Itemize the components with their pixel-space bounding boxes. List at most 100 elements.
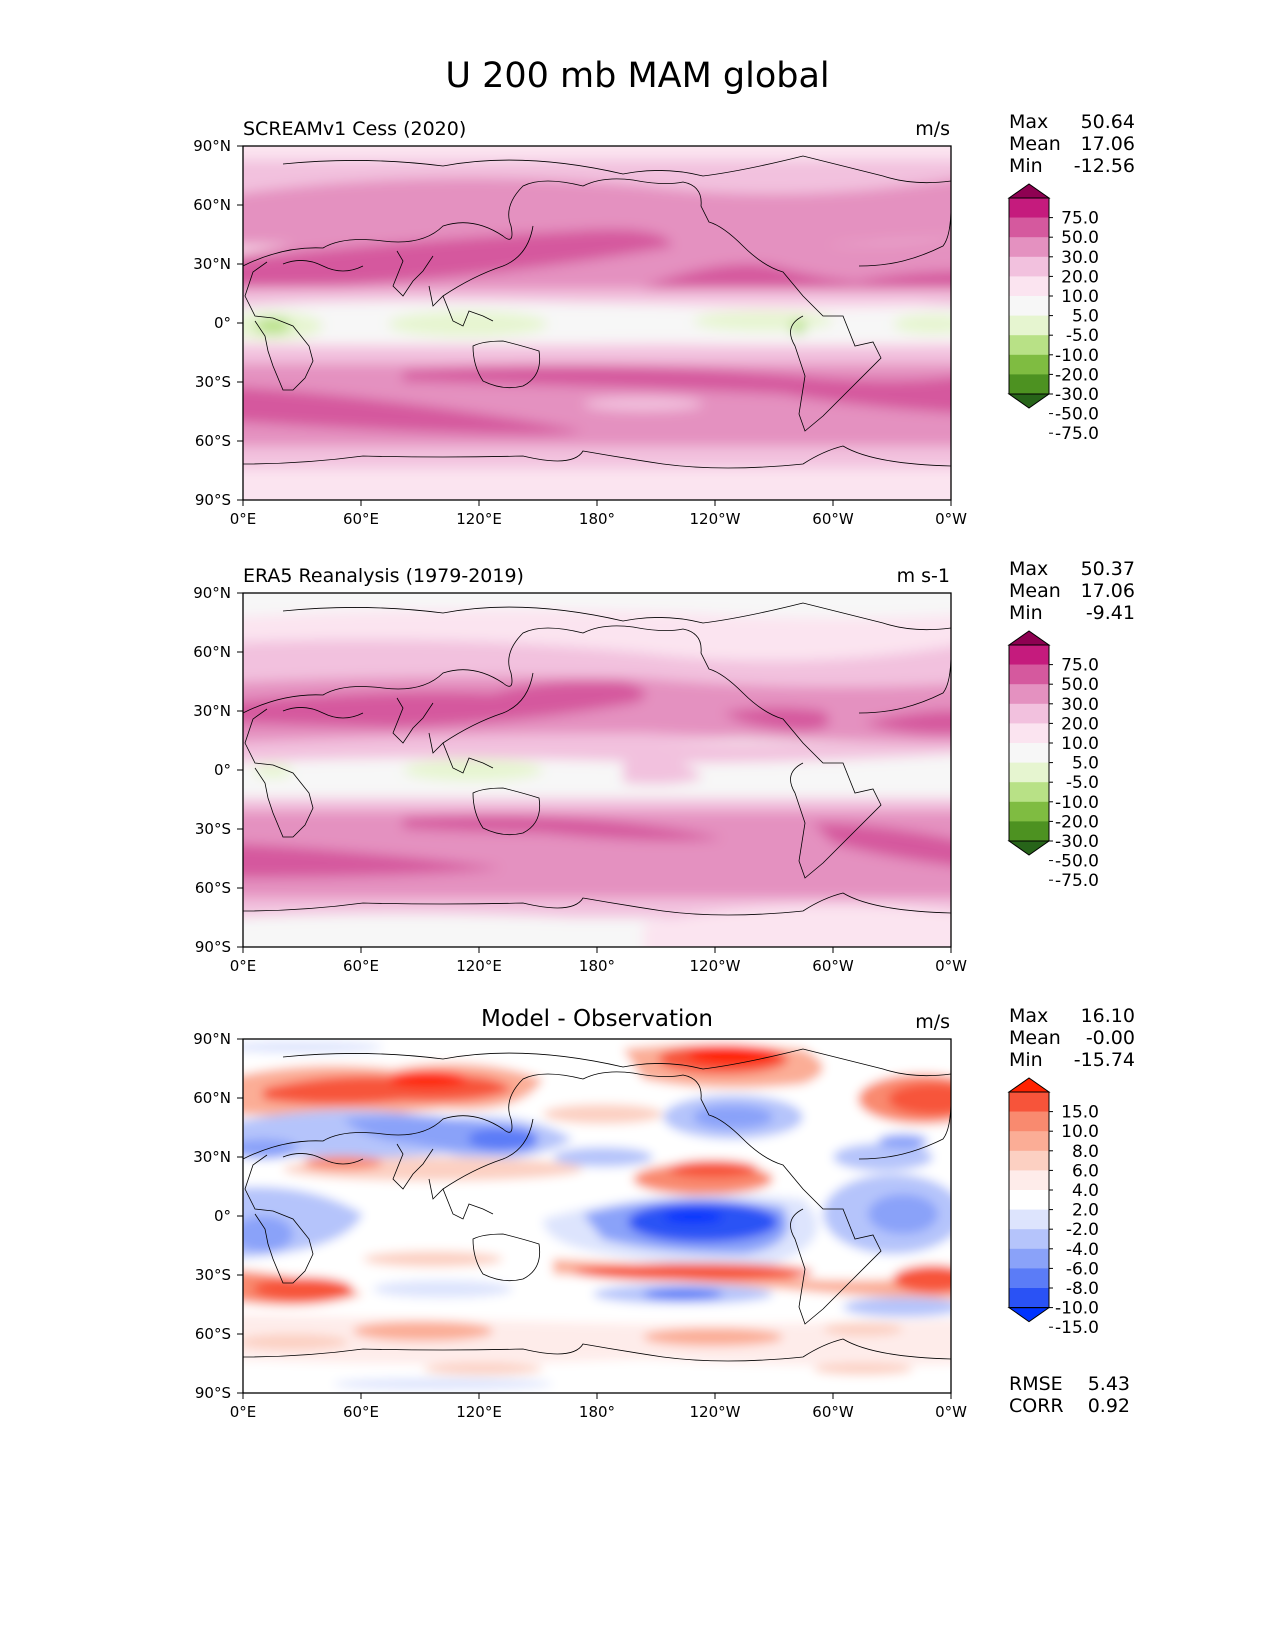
stat-min: Min -12.56 (1009, 155, 1135, 177)
stat-mean-label: Mean (1009, 1027, 1061, 1049)
colorbar-tick-label: -5.0 (1066, 326, 1099, 346)
stat-min-label: Min (1009, 602, 1043, 624)
lon-tick-label: 120°W (690, 957, 741, 975)
colorbar-segment (1009, 276, 1049, 297)
colorbar-extend-min (1007, 840, 1051, 856)
stat-min-value: -12.56 (1073, 155, 1135, 177)
stat-mean-value: 17.06 (1080, 580, 1135, 602)
lat-tick-label: 90°S (195, 491, 231, 509)
panel1-colorbar: 75.050.030.020.010.05.0-5.0-10.0-20.0-30… (1007, 183, 1099, 444)
colorbar-segment (1009, 354, 1049, 375)
colorbar-segment (1009, 256, 1049, 277)
colorbar-tick-label: -15.0 (1055, 1318, 1099, 1338)
lat-tick-label: 90°S (195, 1384, 231, 1402)
colorbar-tick-label: -10.0 (1055, 793, 1099, 813)
lat-tick-label: 0° (214, 761, 231, 779)
lat-tick-label: 30°N (193, 1148, 231, 1166)
colorbar-segment (1009, 1268, 1049, 1289)
stat-max: Max 50.64 (1009, 111, 1135, 133)
colorbar-segment (1009, 335, 1049, 356)
colorbar-tick-label: 15.0 (1061, 1103, 1099, 1123)
panel2-map: 90°N 60°N 30°N 0° 30°S 60°S 90°S 0°E 60°E 120°E 1… (193, 584, 967, 975)
colorbar-segment (1009, 198, 1049, 218)
figure-title: U 200 mb MAM global (445, 56, 830, 96)
colorbar-segment (1009, 315, 1049, 336)
colorbar-tick-label: -6.0 (1066, 1259, 1099, 1279)
colorbar-segment (1009, 1248, 1049, 1269)
stat-mean: Mean -0.00 (1009, 1027, 1135, 1049)
lon-tick-label: 0°E (230, 510, 257, 528)
panel1-title: SCREAMv1 Cess (2020) (243, 118, 467, 140)
stat-min-label: Min (1009, 1049, 1043, 1071)
colorbar-segment (1009, 1288, 1049, 1308)
lon-tick-label: 120°E (456, 957, 502, 975)
stat-corr-value: 0.92 (1087, 1395, 1130, 1417)
lat-tick-label: 60°S (195, 879, 231, 897)
lon-tick-label: 180° (579, 510, 615, 528)
lon-tick-label: 60°W (812, 957, 854, 975)
lon-tick-label: 60°E (343, 957, 379, 975)
lat-tick-label: 30°S (195, 373, 231, 391)
lon-tick-label: 120°E (456, 1403, 502, 1421)
colorbar-segment (1009, 1209, 1049, 1230)
panel2-stats: Max 50.37 Mean 17.06 Min -9.41 (1009, 558, 1135, 624)
colorbar-tick-label: -50.0 (1055, 852, 1099, 872)
stat-max: Max 16.10 (1009, 1005, 1135, 1027)
colorbar-segment (1009, 762, 1049, 783)
lat-tick-label: 0° (214, 1207, 231, 1225)
panel3-stats: Max 16.10 Mean -0.00 Min -15.74 (1009, 1005, 1135, 1071)
stat-max-value: 16.10 (1080, 1005, 1135, 1027)
stat-min-label: Min (1009, 155, 1043, 177)
lat-tick-label: 30°N (193, 702, 231, 720)
colorbar-tick-label: 10.0 (1061, 1122, 1099, 1142)
colorbar-tick-label: 2.0 (1072, 1201, 1099, 1221)
colorbar-tick-label: 50.0 (1061, 228, 1099, 248)
colorbar-tick-label: 5.0 (1072, 307, 1099, 327)
lon-tick-label: 180° (579, 957, 615, 975)
colorbar-tick-label: -10.0 (1055, 346, 1099, 366)
colorbar-segment (1009, 217, 1049, 238)
panel1-map: 90°N 60°N 30°N 0° 30°S 60°S 90°S 0°E 60°E 120°E 1… (193, 137, 967, 528)
lat-tick-label: 90°N (193, 1030, 231, 1048)
lat-tick-label: 60°N (193, 196, 231, 214)
colorbar-tick-label: -8.0 (1066, 1279, 1099, 1299)
stat-rmse: RMSE 5.43 (1009, 1373, 1130, 1395)
panel3-colorbar: 15.010.08.06.04.02.0-2.0-4.0-6.0-8.0-10.… (1007, 1077, 1099, 1338)
lat-tick-label: 60°N (193, 643, 231, 661)
lat-tick-label: 0° (214, 314, 231, 332)
lon-tick-label: 120°W (690, 1403, 741, 1421)
colorbar-segment (1009, 1092, 1049, 1112)
colorbar-tick-label: 30.0 (1061, 695, 1099, 715)
colorbar-segment (1009, 1190, 1049, 1210)
lon-tick-label: 0°E (230, 957, 257, 975)
stat-max-value: 50.37 (1080, 558, 1135, 580)
stat-max-label: Max (1009, 558, 1049, 580)
lat-tick-label: 60°N (193, 1089, 231, 1107)
colorbar-segment (1009, 723, 1049, 744)
panel3-units: m/s (915, 1011, 950, 1033)
colorbar-tick-label: 75.0 (1061, 209, 1099, 229)
stat-max-label: Max (1009, 111, 1049, 133)
colorbar-tick-label: -20.0 (1055, 365, 1099, 385)
stat-mean-label: Mean (1009, 580, 1061, 602)
colorbar-segment (1009, 703, 1049, 724)
lat-tick-label: 30°S (195, 820, 231, 838)
colorbar-tick-label: 30.0 (1061, 248, 1099, 268)
stat-max: Max 50.37 (1009, 558, 1135, 580)
stat-corr: CORR 0.92 (1009, 1395, 1130, 1417)
colorbar-tick-label: -50.0 (1055, 405, 1099, 425)
stat-mean-value: -0.00 (1085, 1027, 1135, 1049)
stat-max-label: Max (1009, 1005, 1049, 1027)
colorbar-segment (1009, 684, 1049, 705)
lon-tick-label: 60°E (343, 1403, 379, 1421)
colorbar-tick-label: 4.0 (1072, 1181, 1099, 1201)
stat-min: Min -9.41 (1009, 602, 1135, 624)
colorbar-tick-label: -30.0 (1055, 385, 1099, 405)
stat-max-value: 50.64 (1080, 111, 1135, 133)
colorbar-segment (1009, 645, 1049, 665)
lat-tick-label: 60°S (195, 1325, 231, 1343)
colorbar-tick-label: -4.0 (1066, 1240, 1099, 1260)
colorbar-segment (1009, 801, 1049, 822)
stat-corr-label: CORR (1009, 1395, 1064, 1417)
panel3-map: 90°N 60°N 30°N 0° 30°S 60°S 90°S 0°E 60°E 120°E 1… (193, 1030, 967, 1421)
